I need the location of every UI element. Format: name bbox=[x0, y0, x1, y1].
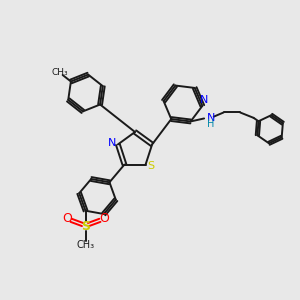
Text: S: S bbox=[81, 220, 90, 233]
Text: CH₃: CH₃ bbox=[76, 240, 94, 250]
Text: O: O bbox=[62, 212, 72, 225]
Text: H: H bbox=[207, 119, 214, 130]
Text: N: N bbox=[200, 95, 208, 106]
Text: S: S bbox=[147, 161, 155, 171]
Text: CH₃: CH₃ bbox=[52, 68, 68, 77]
Text: N: N bbox=[108, 138, 117, 148]
Text: N: N bbox=[206, 113, 215, 123]
Text: O: O bbox=[99, 212, 109, 225]
